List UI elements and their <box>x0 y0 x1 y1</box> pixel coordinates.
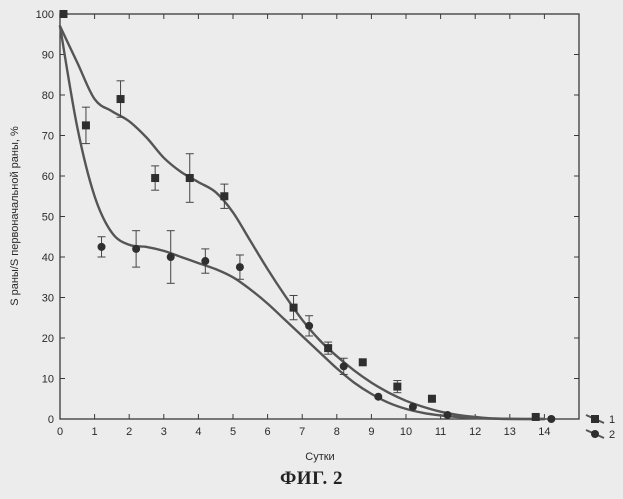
data-point-circle <box>374 393 382 401</box>
fit-curves <box>60 26 544 419</box>
data-point-circle <box>132 245 140 253</box>
data-point-square <box>186 174 194 182</box>
y-axis-ticks: 0 10 20 30 40 50 60 70 80 90 100 <box>36 9 579 426</box>
x-tick-label: 7 <box>299 426 305 438</box>
data-point-square <box>151 174 159 182</box>
x-tick-label: 0 <box>57 426 63 438</box>
x-tick-label: 10 <box>400 426 412 438</box>
fit-curve-series-2 <box>60 26 544 419</box>
legend-label: 1 <box>609 414 615 426</box>
data-point-circle <box>201 257 209 265</box>
y-tick-label: 40 <box>42 252 54 264</box>
x-tick-label: 1 <box>92 426 98 438</box>
data-point-square <box>220 192 228 200</box>
fit-curve-series-1 <box>60 26 544 419</box>
x-tick-label: 2 <box>126 426 132 438</box>
y-tick-label: 80 <box>42 90 54 102</box>
data-point-square <box>117 95 125 103</box>
legend: 12 <box>586 414 615 441</box>
data-point-circle <box>409 403 417 411</box>
legend-label: 2 <box>609 429 615 441</box>
legend-marker-circle <box>591 430 599 438</box>
x-tick-label: 11 <box>435 426 446 438</box>
x-tick-label: 14 <box>538 426 550 438</box>
y-tick-label: 90 <box>42 50 54 62</box>
x-axis-label: Сутки <box>305 451 334 463</box>
x-tick-label: 9 <box>368 426 374 438</box>
y-tick-label: 50 <box>42 212 54 224</box>
data-point-circle <box>59 10 67 18</box>
x-tick-label: 4 <box>195 426 201 438</box>
data-point-circle <box>444 411 452 419</box>
x-tick-label: 5 <box>230 426 236 438</box>
y-tick-label: 70 <box>42 131 54 143</box>
y-axis-label: S раны/S первоначальной раны, % <box>9 126 21 306</box>
y-tick-label: 0 <box>48 414 54 426</box>
error-bars <box>82 81 401 393</box>
data-point-circle <box>547 415 555 423</box>
y-tick-label: 30 <box>42 293 54 305</box>
data-point-square <box>359 358 367 366</box>
data-point-square <box>82 121 90 129</box>
data-point-square <box>393 383 401 391</box>
data-point-circle <box>340 362 348 370</box>
y-tick-label: 60 <box>42 171 54 183</box>
plot-area-border <box>60 14 579 419</box>
x-axis-ticks: 01234567891011121314 <box>57 14 551 438</box>
x-tick-label: 13 <box>504 426 516 438</box>
x-tick-label: 3 <box>161 426 167 438</box>
data-point-square <box>324 344 332 352</box>
data-point-circle <box>98 243 106 251</box>
data-point-square <box>428 395 436 403</box>
figure-caption: ФИГ. 2 <box>0 468 623 490</box>
y-tick-label: 10 <box>42 374 54 386</box>
legend-marker-square <box>591 415 599 423</box>
x-tick-label: 6 <box>265 426 271 438</box>
data-point-circle <box>167 253 175 261</box>
data-point-circle <box>305 322 313 330</box>
x-tick-label: 8 <box>334 426 340 438</box>
data-point-square <box>290 304 298 312</box>
x-tick-label: 12 <box>469 426 481 438</box>
y-tick-label: 20 <box>42 333 54 345</box>
data-point-square <box>532 413 540 421</box>
data-point-circle <box>236 263 244 271</box>
y-tick-label: 100 <box>36 9 54 21</box>
data-markers <box>59 10 555 423</box>
